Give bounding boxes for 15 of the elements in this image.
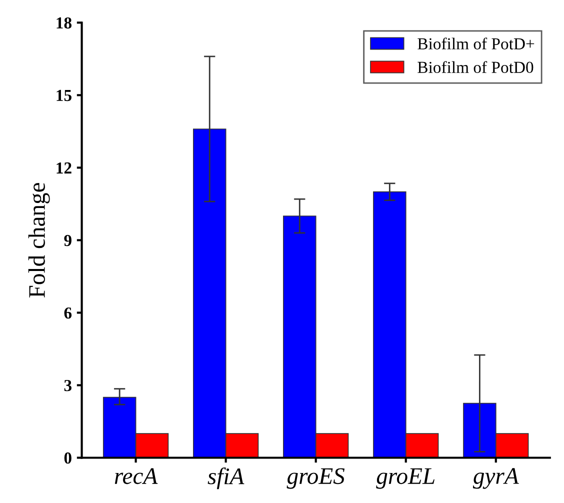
legend-label: Biofilm of PotD0 — [418, 61, 534, 74]
y-tick-label: 12 — [56, 162, 72, 174]
x-tick-label: groEL — [376, 468, 434, 489]
y-tick-label: 9 — [64, 234, 72, 246]
x-tick-label: sfiA — [208, 467, 244, 490]
y-axis-title: Fold change — [28, 182, 50, 298]
y-tick-label: 18 — [56, 17, 72, 29]
x-tick-label: recA — [114, 468, 158, 484]
x-tick-label: gyrA — [472, 468, 519, 489]
y-tick-label: 15 — [56, 90, 72, 102]
x-tick-label: groES — [286, 468, 345, 489]
y-tick-label: 3 — [64, 380, 72, 392]
legend-label: Biofilm of PotD+ — [418, 38, 534, 50]
y-tick-label: 0 — [64, 452, 72, 464]
y-tick-label: 6 — [64, 307, 72, 319]
